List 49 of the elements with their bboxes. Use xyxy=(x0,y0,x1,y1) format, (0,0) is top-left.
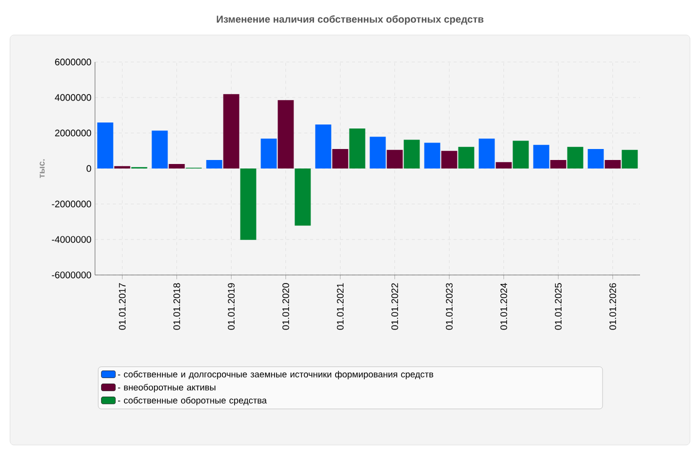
bar xyxy=(496,162,512,168)
bar xyxy=(240,168,256,240)
x-tick-label: 01.01.2025 xyxy=(554,283,562,330)
bar xyxy=(168,164,185,168)
bar xyxy=(478,138,495,168)
y-axis-title: тыс. xyxy=(40,159,45,178)
bar xyxy=(404,140,420,168)
x-tick-label: 01.01.2019 xyxy=(228,283,235,330)
bar xyxy=(223,94,240,168)
y-tick-label: -6000000 xyxy=(52,272,92,278)
x-tick-label: 01.01.2026 xyxy=(609,283,616,330)
bar xyxy=(97,122,114,168)
x-tick-label: 01.01.2023 xyxy=(446,283,453,330)
bar xyxy=(512,140,529,168)
legend-label: - внеоборотные активы xyxy=(118,384,216,392)
legend-label: - собственные оборотные средства xyxy=(118,396,267,406)
y-tick-label: 0 xyxy=(86,165,92,172)
x-tick-label: 01.01.2018 xyxy=(173,283,180,330)
bar xyxy=(550,160,566,168)
y-tick-label: 2000000 xyxy=(55,130,92,136)
bar xyxy=(567,146,584,168)
bar xyxy=(278,100,294,168)
y-tick-label: -4000000 xyxy=(52,236,92,243)
x-tick-label: 01.01.2021 xyxy=(336,283,344,330)
x-tick-label: 01.01.2024 xyxy=(500,283,508,330)
legend-label: - собственные и долгосрочные заемные источники формирования средств xyxy=(118,370,434,380)
bar xyxy=(622,150,638,168)
y-tick-label: 6000000 xyxy=(55,58,92,66)
x-tick-label: 01.01.2020 xyxy=(282,283,290,330)
y-tick-label: -2000000 xyxy=(52,200,92,208)
bar xyxy=(533,144,550,168)
chart-title: Изменение наличия собственных оборотных средств xyxy=(216,15,484,25)
bar xyxy=(386,150,403,168)
bar xyxy=(206,160,222,168)
bar xyxy=(349,128,366,168)
bar xyxy=(370,136,386,168)
bar xyxy=(441,150,458,168)
bar xyxy=(458,146,474,168)
bar xyxy=(294,168,311,226)
bar xyxy=(588,148,604,168)
bar xyxy=(332,148,348,168)
bar xyxy=(152,130,168,168)
y-tick-label: 4000000 xyxy=(54,94,92,101)
bar xyxy=(315,124,332,168)
bar xyxy=(424,142,440,168)
bar xyxy=(260,138,277,168)
x-tick-label: 01.01.2017 xyxy=(118,283,126,330)
bar xyxy=(604,160,621,168)
x-tick-label: 01.01.2022 xyxy=(391,283,398,330)
